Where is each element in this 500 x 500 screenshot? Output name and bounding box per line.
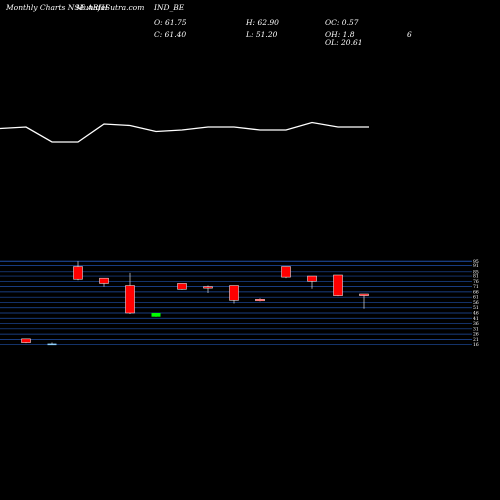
candle	[281, 266, 291, 279]
site-label: Monthly Charts NSE ARIH	[5, 3, 108, 12]
y-tick-label: 76	[473, 279, 479, 285]
candle	[229, 285, 239, 304]
candle-body	[47, 343, 57, 346]
candle-body	[125, 285, 135, 314]
candle	[21, 338, 31, 344]
high-value: H: 62.90	[245, 18, 279, 27]
y-tick-label: 71	[473, 284, 479, 290]
candle	[125, 272, 135, 315]
candle-body	[359, 293, 369, 296]
candle-body	[203, 286, 213, 289]
y-tick-label: 91	[473, 263, 479, 269]
y-tick-label: 56	[473, 300, 479, 306]
y-tick-label: 66	[473, 289, 479, 295]
candle-body	[151, 313, 161, 317]
candle-body	[281, 266, 291, 278]
candle-body	[229, 285, 239, 301]
close-value: C: 61.40	[154, 30, 186, 39]
candle	[333, 274, 343, 297]
candle-body	[255, 299, 265, 302]
candle	[151, 313, 161, 317]
candle-body	[21, 338, 31, 343]
symbol-label: IND_BE	[153, 3, 185, 12]
candle-body	[177, 283, 187, 290]
y-tick-label: 41	[473, 316, 479, 322]
candle-body	[333, 274, 343, 296]
y-tick-label: 31	[473, 326, 479, 332]
low-value: L: 51.20	[245, 30, 278, 39]
y-tick-label: 21	[473, 337, 479, 343]
y-tick-label: 16	[473, 342, 479, 348]
y-tick-label: 81	[473, 274, 479, 280]
candle	[177, 283, 187, 290]
y-tick-label: 51	[473, 305, 479, 311]
candlestick-panel	[21, 261, 369, 346]
oh-value: OH: 1.8	[325, 30, 355, 39]
price-line-panel	[0, 121, 369, 143]
open-value: O: 61.75	[154, 18, 187, 27]
site-url: MunafaSutra.com	[75, 3, 144, 12]
candle-body	[73, 266, 83, 280]
candle	[307, 275, 317, 289]
candle	[359, 293, 369, 309]
y-tick-label: 85	[473, 269, 479, 275]
price-line	[0, 121, 369, 143]
candle-body	[99, 277, 109, 284]
y-tick-label: 36	[473, 321, 479, 327]
candle	[99, 277, 109, 287]
candle	[73, 261, 83, 281]
oc-value: OC: 0.57	[325, 18, 359, 27]
candle	[47, 342, 57, 346]
y-tick-label: 46	[473, 311, 479, 317]
extra-value: 6	[407, 30, 412, 39]
candle	[255, 298, 265, 302]
y-tick-label: 95	[473, 259, 479, 265]
ol-value: OL: 20.61	[325, 38, 363, 47]
y-tick-label: 61	[473, 295, 479, 301]
price-grid	[0, 260, 472, 346]
candle-body	[307, 275, 317, 282]
candle	[203, 285, 213, 293]
y-tick-label: 26	[473, 332, 479, 338]
